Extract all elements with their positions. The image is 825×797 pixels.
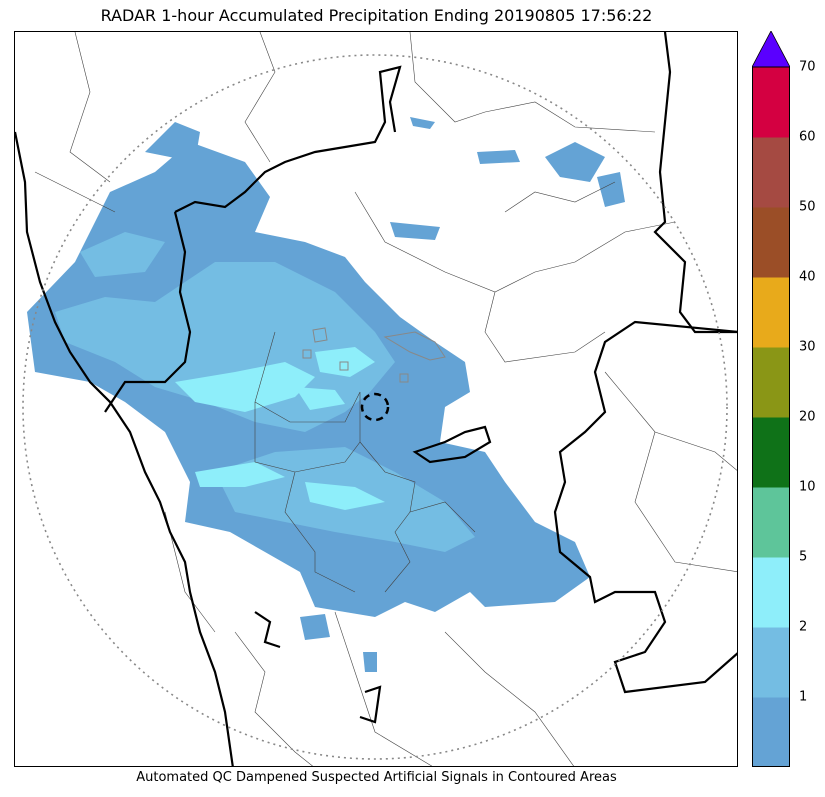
district-line-19: [34, 171, 116, 213]
state-border-mid: [412, 425, 492, 464]
colorbar-tick-label: 1: [799, 689, 808, 705]
precip-light-ne-2: [477, 150, 520, 164]
state-border-west: [174, 65, 402, 213]
district-borders: [34, 32, 737, 766]
district-line-9: [254, 392, 361, 473]
colorbar-bin: [752, 277, 790, 348]
colorbar-tick-label: 50: [799, 199, 816, 215]
map-caption: Automated QC Dampened Suspected Artifici…: [136, 770, 617, 785]
district-line-12: [409, 501, 476, 533]
colorbar-bin: [752, 347, 790, 418]
precip-sky-upper: [80, 232, 165, 277]
colorbar-extend-triangle: [752, 31, 790, 68]
district-line-18: [164, 511, 216, 633]
state-border-east: [653, 32, 737, 334]
colorbar-bin: [752, 627, 790, 698]
colorbar-tick-label: 2: [799, 619, 808, 635]
colorbar-tick-label: 30: [799, 339, 816, 355]
district-line-6: [504, 181, 616, 213]
precip-cyan-1: [175, 362, 315, 412]
district-line-13: [234, 631, 313, 766]
district-line-2: [244, 32, 276, 163]
district-line-3: [409, 32, 486, 123]
colorbar-bin: [752, 67, 790, 138]
precipitation-layer-3: [175, 347, 385, 510]
colorbar-tick-label: 20: [799, 409, 816, 425]
colorbar: [752, 31, 790, 767]
precip-cyan-3: [195, 462, 285, 487]
colorbar-bin: [752, 207, 790, 278]
district-line-5: [354, 191, 676, 293]
colorbar-tick-label: 70: [799, 59, 816, 75]
precip-light-small-3: [390, 222, 440, 240]
radar-map-canvas: [15, 32, 737, 766]
precip-light-ne-1: [545, 142, 605, 182]
colorbar-bin: [752, 137, 790, 208]
qc-contour-3: [302, 349, 312, 359]
district-line-7: [484, 291, 606, 363]
district-line-17: [634, 431, 737, 572]
state-border-sw-1: [254, 611, 281, 649]
colorbar-bin: [752, 557, 790, 628]
district-line-8: [254, 331, 361, 423]
colorbar-bin: [752, 697, 790, 767]
precip-light-north: [145, 122, 200, 162]
qc-contour-4: [339, 361, 349, 371]
district-line-4: [484, 101, 656, 133]
colorbar-bin: [752, 417, 790, 488]
district-line-10: [284, 471, 356, 593]
radar-range-ring: [22, 54, 728, 760]
colorbar-tick-label: 10: [799, 479, 816, 495]
colorbar-frame: [752, 66, 790, 767]
qc-contour-2: [312, 327, 328, 343]
qc-contour-1: [383, 331, 446, 361]
radar-site-marker: [360, 392, 390, 422]
district-line-1: [69, 32, 111, 183]
district-line-16: [604, 371, 737, 471]
colorbar-tick-label: 60: [799, 129, 816, 145]
qc-contour-5: [399, 373, 409, 383]
map-title: RADAR 1-hour Accumulated Precipitation E…: [100, 6, 653, 25]
colorbar-tick-label: 40: [799, 269, 816, 285]
colorbar-bin: [752, 487, 790, 558]
state-border-inner: [104, 211, 192, 413]
precip-light-small-2: [363, 652, 377, 672]
precip-light-ne-3: [597, 172, 625, 207]
state-border-sw-2: [359, 685, 382, 724]
state-border-se: [553, 320, 737, 694]
radar-map: [14, 31, 738, 767]
coastline: [15, 131, 234, 766]
district-line-14: [334, 611, 433, 766]
district-line-15: [444, 631, 574, 766]
precip-cyan-5: [295, 387, 345, 410]
qc-contours: [302, 327, 446, 383]
colorbar-tick-label: 5: [799, 549, 808, 565]
precip-light-small-4: [410, 117, 435, 129]
precip-cyan-4: [305, 482, 385, 510]
precip-light-small-1: [300, 614, 330, 640]
